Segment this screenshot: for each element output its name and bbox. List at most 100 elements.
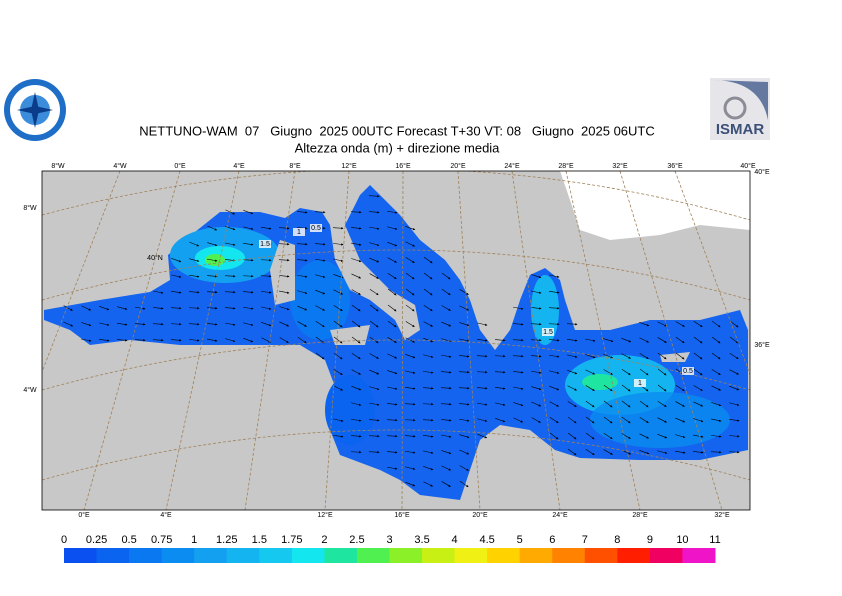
arrow bbox=[657, 321, 668, 327]
wave-patches bbox=[170, 227, 730, 448]
arrow bbox=[189, 274, 200, 278]
arrow bbox=[368, 419, 380, 422]
outside-domain bbox=[560, 171, 750, 240]
arrow bbox=[531, 401, 542, 407]
arrow bbox=[548, 339, 560, 342]
arrow bbox=[279, 306, 290, 311]
arrow bbox=[189, 258, 200, 262]
arrow bbox=[278, 258, 290, 262]
colorbar-label: 3 bbox=[386, 534, 392, 546]
arrow bbox=[369, 353, 379, 359]
arrow bbox=[387, 353, 398, 359]
arrow bbox=[441, 450, 452, 455]
arrow bbox=[387, 370, 398, 375]
arrow bbox=[423, 435, 434, 438]
arrow bbox=[657, 433, 668, 439]
arrow bbox=[296, 211, 308, 214]
graticule-label: 4°E bbox=[160, 511, 172, 519]
arrow bbox=[459, 465, 469, 471]
arrow bbox=[549, 370, 560, 374]
arrow bbox=[369, 369, 380, 375]
arrow bbox=[351, 385, 362, 391]
arrow bbox=[99, 306, 110, 311]
arrow bbox=[369, 242, 380, 247]
arrow bbox=[603, 353, 614, 359]
arrow bbox=[530, 322, 542, 326]
arrow bbox=[693, 418, 704, 423]
arrow bbox=[458, 403, 470, 406]
arrow bbox=[441, 305, 451, 311]
arrow bbox=[440, 419, 452, 422]
arrow bbox=[369, 402, 380, 406]
graticule-label: 40°E bbox=[754, 168, 770, 176]
arrow bbox=[693, 434, 704, 438]
arrow bbox=[369, 226, 380, 230]
arrow bbox=[567, 385, 578, 391]
arrow bbox=[207, 225, 218, 231]
arrow bbox=[423, 481, 434, 487]
arrow bbox=[387, 466, 398, 470]
arrow bbox=[387, 337, 397, 343]
graticule-label: 12°E bbox=[317, 511, 333, 519]
contour-label-bg bbox=[542, 328, 554, 336]
arrow bbox=[297, 321, 307, 327]
colorbar-label: 1.25 bbox=[216, 534, 237, 546]
arrow bbox=[333, 369, 343, 375]
arrow bbox=[729, 369, 739, 375]
colorbar-swatch bbox=[422, 548, 456, 563]
arrow bbox=[603, 384, 613, 392]
arrow bbox=[405, 304, 415, 312]
arrow bbox=[693, 321, 703, 328]
arrow bbox=[369, 257, 380, 263]
arrow bbox=[711, 435, 722, 438]
colorbar-label: 4 bbox=[452, 534, 458, 546]
arrow bbox=[675, 401, 685, 407]
arrow bbox=[297, 274, 308, 278]
colorbar-label: 6 bbox=[549, 534, 555, 546]
subtitle: Altezza onda (m) + direzione media bbox=[295, 140, 501, 155]
arrow bbox=[711, 385, 722, 391]
arrow bbox=[189, 339, 200, 342]
arrow bbox=[279, 321, 290, 327]
colorbar-label: 5 bbox=[517, 534, 523, 546]
arrow bbox=[513, 402, 524, 407]
arrow bbox=[459, 305, 470, 311]
arrow bbox=[405, 481, 416, 487]
contour-label: 1 bbox=[638, 380, 642, 387]
arrow bbox=[387, 226, 398, 230]
arrow bbox=[351, 304, 361, 312]
arrow bbox=[315, 274, 326, 278]
arrow bbox=[206, 306, 218, 310]
colorbar-label: 3.5 bbox=[414, 534, 429, 546]
arrow bbox=[603, 369, 613, 375]
arrow bbox=[152, 338, 164, 342]
arrow bbox=[206, 323, 218, 326]
arrow bbox=[639, 433, 650, 439]
arrow bbox=[188, 323, 200, 326]
arrow bbox=[224, 290, 236, 294]
arrow bbox=[260, 275, 272, 278]
arrow bbox=[225, 242, 236, 246]
arrow bbox=[405, 241, 416, 247]
colorbar-swatch bbox=[96, 548, 130, 563]
arrow bbox=[639, 417, 649, 423]
arrow bbox=[369, 288, 379, 296]
arrow bbox=[440, 371, 452, 374]
contour-label-bg bbox=[310, 224, 322, 232]
contour-label-bg bbox=[682, 367, 694, 375]
arrow bbox=[63, 305, 73, 311]
arrow bbox=[350, 227, 362, 230]
colorbar-label: 11 bbox=[709, 534, 720, 546]
arrow bbox=[477, 402, 488, 406]
arrow bbox=[440, 402, 452, 406]
colorbar-swatch bbox=[649, 548, 683, 563]
arrow bbox=[459, 449, 470, 455]
arrow bbox=[513, 306, 524, 310]
arrow bbox=[351, 336, 361, 344]
arrow bbox=[531, 386, 542, 391]
arrow bbox=[261, 337, 272, 343]
arrow bbox=[459, 480, 469, 488]
arrow bbox=[531, 274, 542, 279]
arrow bbox=[207, 338, 218, 342]
arrow bbox=[351, 242, 362, 246]
